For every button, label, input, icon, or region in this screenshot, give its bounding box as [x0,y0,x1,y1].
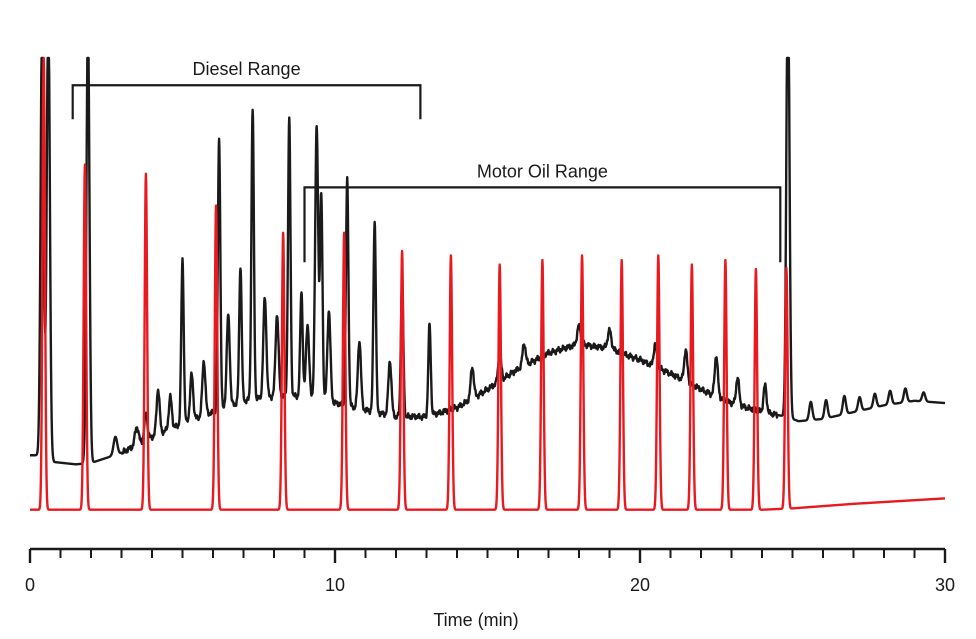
x-axis-title: Time (min) [433,610,518,630]
range-bracket-1 [303,186,782,263]
series-0 [29,56,946,466]
x-axis: 0 10 20 30 [25,547,955,595]
annotation-layer: Diesel Range Motor Oil Range [71,59,782,263]
range-label-0: Diesel Range [193,59,301,79]
series-line-0 [29,56,946,466]
series-line-1 [29,56,946,511]
range-label-1: Motor Oil Range [477,161,608,181]
x-tick-label: 20 [630,575,650,595]
series-1 [29,56,946,511]
x-tick-label: 10 [325,575,345,595]
x-tick-label: 30 [935,575,955,595]
series-layer [29,56,946,511]
range-bracket-0 [71,84,422,120]
x-tick-label: 0 [25,575,35,595]
